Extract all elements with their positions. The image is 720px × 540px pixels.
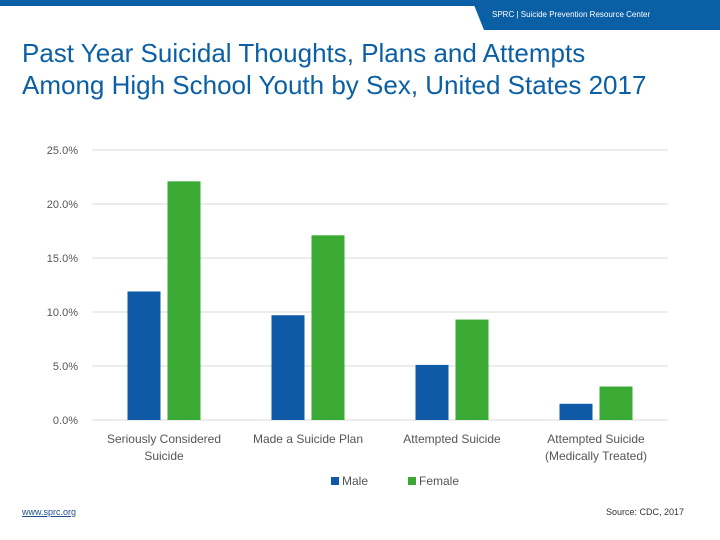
- y-tick-label: 5.0%: [53, 361, 78, 373]
- bar-female-1: [311, 235, 345, 420]
- bar-female-2: [455, 319, 489, 420]
- chart-legend: Male Female: [0, 472, 720, 490]
- bar-female-3: [599, 386, 633, 420]
- title-line-1: Past Year Suicidal Thoughts, Plans and A…: [22, 38, 586, 68]
- x-tick-label: Attempted Suicide: [403, 432, 501, 446]
- bar-male-3: [559, 403, 593, 420]
- bar-male-1: [271, 315, 305, 420]
- header-bar: SPRC | Suicide Prevention Resource Cente…: [0, 0, 720, 30]
- y-tick-label: 0.0%: [53, 415, 78, 427]
- y-tick-label: 15.0%: [47, 253, 78, 265]
- title-line-2: Among High School Youth by Sex, United S…: [22, 70, 647, 100]
- bar-female-0: [167, 181, 201, 420]
- y-tick-label: 25.0%: [47, 145, 78, 157]
- source-note: Source: CDC, 2017: [605, 507, 684, 517]
- website-link[interactable]: www.sprc.org: [22, 507, 77, 517]
- bar-male-2: [415, 364, 449, 420]
- bar-male-0: [127, 291, 161, 420]
- x-tick-label: Seriously Considered Suicide: [107, 432, 221, 463]
- legend-swatch-female: [408, 477, 416, 485]
- legend-label-female: Female: [419, 474, 460, 488]
- header-bar-shape: [0, 0, 720, 30]
- page-title: Past Year Suicidal Thoughts, Plans and A…: [22, 37, 712, 101]
- legend-label-male: Male: [342, 474, 369, 488]
- y-tick-label: 20.0%: [47, 199, 78, 211]
- brand-label: SPRC | Suicide Prevention Resource Cente…: [492, 10, 651, 19]
- legend-swatch-male: [331, 477, 339, 485]
- x-tick-label: Attempted Suicide (Medically Treated): [545, 432, 647, 463]
- bar-chart: 0.0% 5.0% 10.0% 15.0% 20.0% 25.0% Seriously Co…: [47, 145, 668, 463]
- x-tick-label: Made a Suicide Plan: [253, 432, 363, 446]
- y-tick-label: 10.0%: [47, 307, 78, 319]
